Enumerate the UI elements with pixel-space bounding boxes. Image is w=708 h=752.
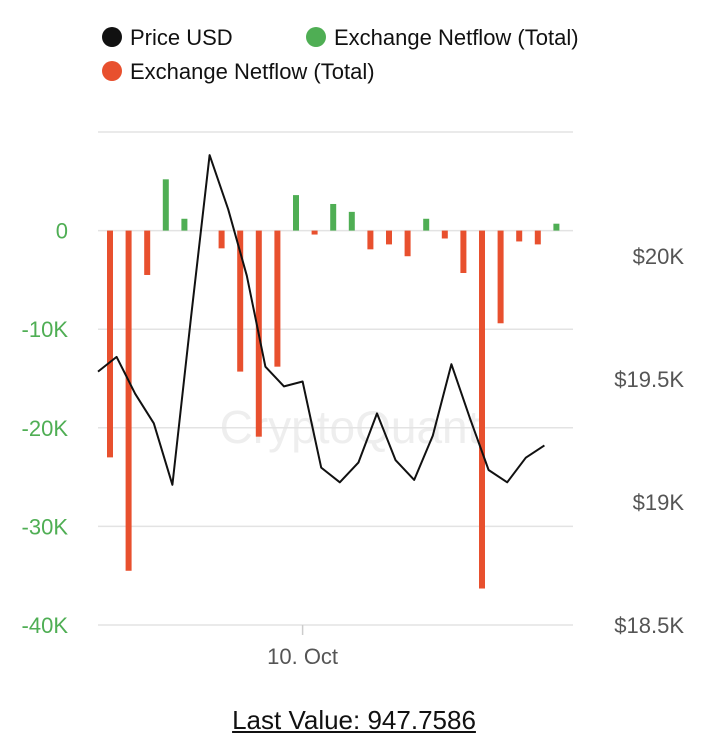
netflow-bar (516, 230, 523, 242)
x-tick-label: 10. Oct (267, 644, 338, 669)
x-axis: 10. Oct (267, 625, 338, 669)
netflow-bar (107, 230, 113, 458)
netflow-bar (237, 230, 244, 372)
legend-label-netflow-negative[interactable]: Exchange Netflow (Total) (130, 59, 375, 84)
legend: Price USD Exchange Netflow (Total) Excha… (102, 25, 579, 84)
netflow-bar (386, 230, 392, 245)
netflow-bar (144, 230, 151, 275)
netflow-bar (181, 218, 188, 231)
gridlines (98, 131, 573, 626)
netflow-bar (497, 230, 504, 324)
left-axis: 0 -10K -20K -30K -40K (22, 219, 69, 638)
left-tick-label: -20K (22, 416, 69, 441)
watermark: CryptoQuant (220, 401, 481, 453)
left-tick-label: -30K (22, 514, 69, 539)
legend-marker-netflow-positive (306, 27, 326, 47)
legend-marker-price (102, 27, 122, 47)
legend-label-price[interactable]: Price USD (130, 25, 233, 50)
netflow-bar (348, 211, 355, 231)
netflow-bar (162, 179, 169, 231)
netflow-bar (479, 230, 485, 589)
right-tick-label: $19.5K (614, 367, 684, 392)
netflow-bar (218, 230, 225, 249)
left-tick-label: -40K (22, 613, 69, 638)
netflow-bar (423, 218, 430, 231)
right-tick-label: $19K (633, 490, 685, 515)
legend-marker-netflow-negative (102, 61, 122, 81)
netflow-bar (367, 230, 374, 250)
right-axis: $20K $19.5K $19K $18.5K (614, 244, 684, 638)
price-line-group (97, 154, 545, 486)
right-tick-label: $18.5K (614, 613, 684, 638)
netflow-bar (293, 195, 299, 231)
netflow-bar (441, 230, 448, 239)
netflow-bar (460, 230, 467, 273)
netflow-bar (534, 230, 541, 245)
right-tick-label: $20K (633, 244, 685, 269)
netflow-bar (125, 230, 132, 571)
left-tick-label: 0 (56, 219, 68, 244)
legend-label-netflow-positive[interactable]: Exchange Netflow (Total) (334, 25, 579, 50)
left-tick-label: -10K (22, 317, 69, 342)
netflow-bar (404, 230, 411, 257)
last-value: Last Value: 947.7586 (232, 705, 476, 735)
price-line (97, 154, 545, 486)
netflow-bar (274, 230, 281, 367)
netflow-bar (553, 223, 560, 231)
netflow-bar (330, 203, 337, 231)
netflow-bar (311, 230, 318, 235)
